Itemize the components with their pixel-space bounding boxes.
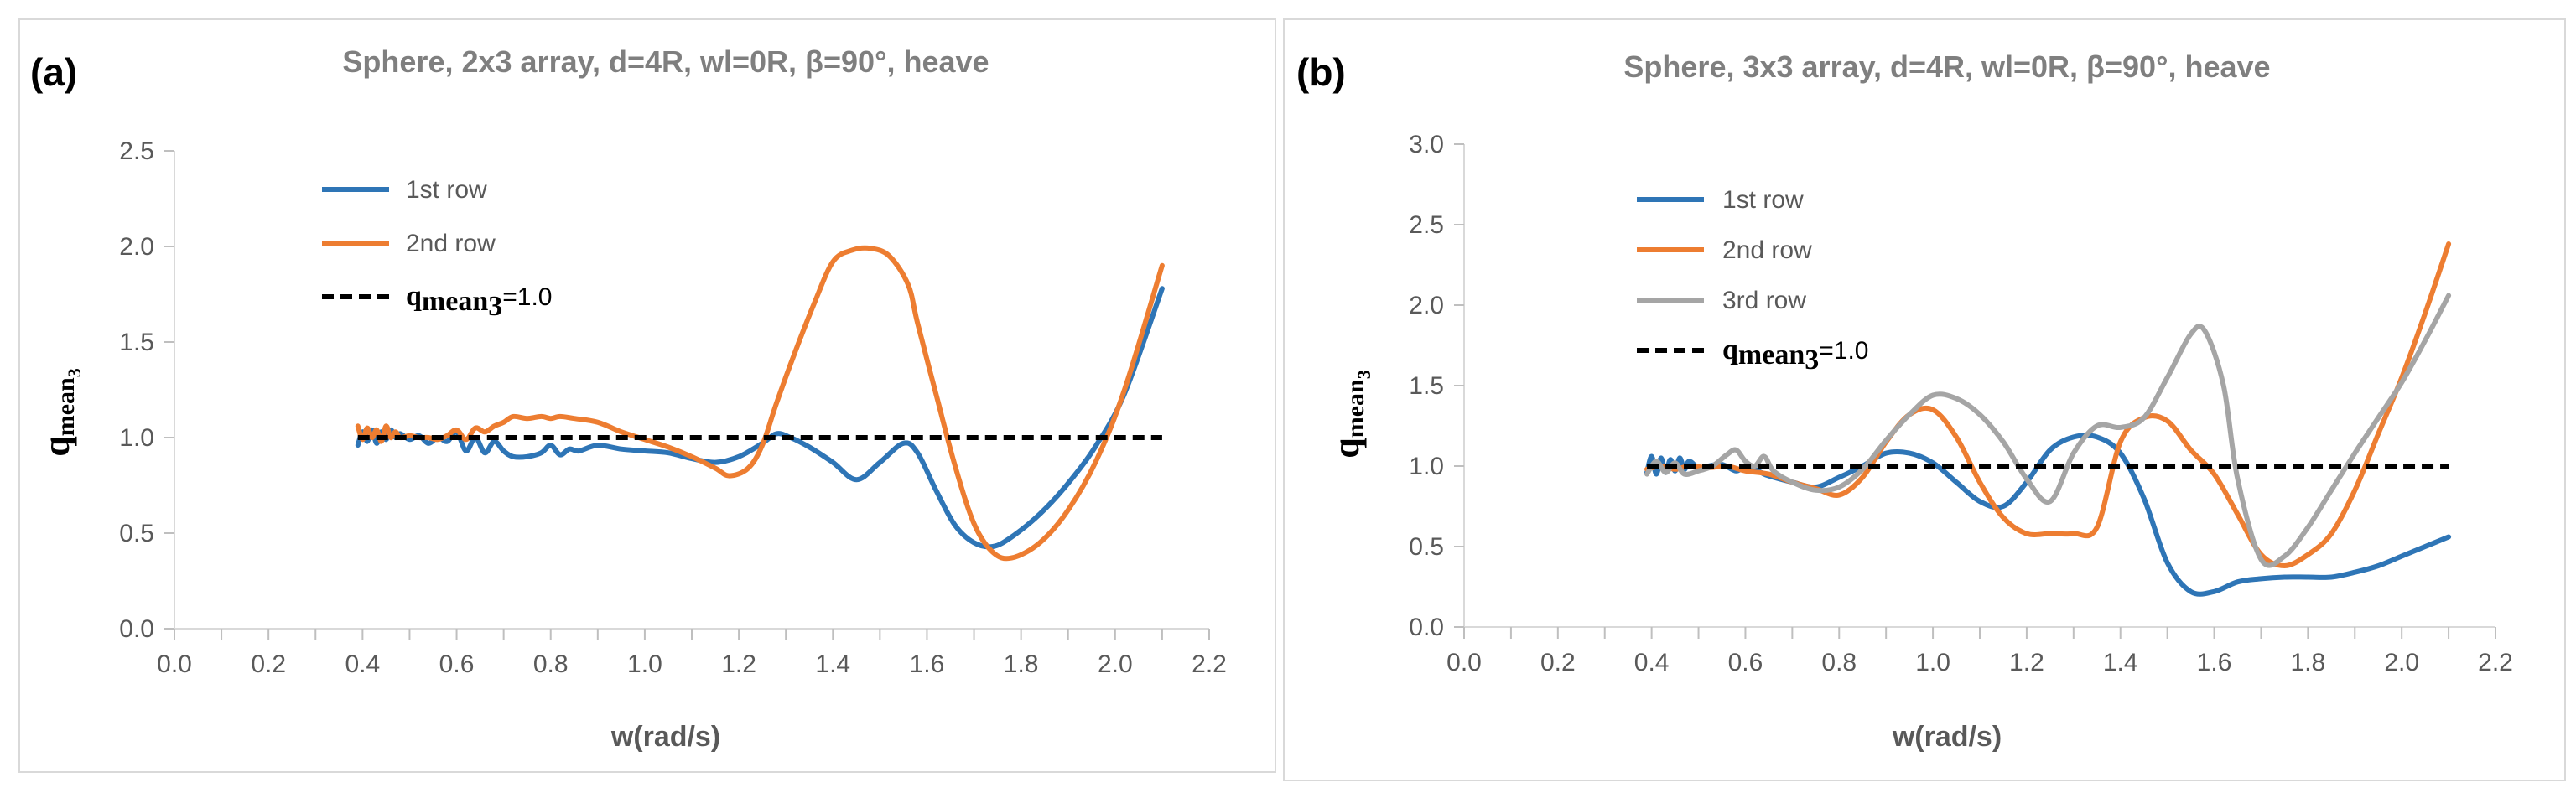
x-tick-label: 0.4	[1634, 649, 1670, 676]
x-axis-label: w(rad/s)	[610, 721, 720, 753]
x-tick-label: 1.4	[815, 650, 850, 678]
chart-b: (b) Sphere, 3x3 array, d=4R, wl=0R, β=90…	[1296, 49, 2513, 753]
legend-label-3rd-row: 3rd row	[1722, 287, 1806, 314]
y-tick-label: 2.5	[1409, 211, 1444, 239]
series-line-1st-row	[355, 286, 1165, 550]
legend-label-2nd-row: 2nd row	[1722, 236, 1812, 264]
x-tick-label: 0.0	[1446, 649, 1482, 676]
x-tick-label: 1.4	[2103, 649, 2138, 676]
x-tick-label: 1.6	[2197, 649, 2232, 676]
legend-label-2nd-row: 2nd row	[406, 230, 496, 257]
x-tick-label: 2.2	[1192, 650, 1227, 678]
x-tick-label: 0.6	[1728, 649, 1763, 676]
y-tick-label: 0.5	[119, 520, 154, 547]
y-axis-label: qmean3	[36, 368, 85, 456]
x-tick-label: 2.0	[1098, 650, 1133, 678]
y-tick-label: 1.5	[1409, 372, 1444, 400]
legend: 1st row 2nd row 3rd row qmean3=1.0	[1637, 186, 1868, 376]
panel-tag: (a)	[30, 50, 77, 94]
y-axis-label-subsub: 3	[64, 368, 85, 377]
y-tick-label: 1.0	[119, 424, 154, 452]
x-tick-label: 1.0	[627, 650, 662, 678]
y-tick-label: 2.0	[119, 233, 154, 261]
x-axis-label: w(rad/s)	[1892, 721, 2002, 753]
chart-title: Sphere, 2x3 array, d=4R, wl=0R, β=90°, h…	[342, 44, 989, 79]
y-tick-label: 0.0	[1409, 614, 1444, 641]
x-tick-label: 0.8	[1821, 649, 1857, 676]
series-line-2nd-row	[1644, 241, 2452, 568]
x-tick-label: 0.6	[439, 650, 475, 678]
legend-label-1st-row: 1st row	[406, 176, 487, 204]
svg-text:qmean3: qmean3	[1326, 370, 1374, 458]
y-tick-label: 2.5	[119, 137, 154, 165]
x-tick-label: 0.2	[251, 650, 286, 678]
y-axis-label-sub: mean	[1342, 379, 1369, 438]
y-tick-label: 3.0	[1409, 131, 1444, 158]
y-tick-label: 0.0	[119, 615, 154, 643]
svg-text:qmean3: qmean3	[36, 368, 85, 456]
y-axis-label-sub: mean	[52, 377, 80, 436]
legend-label-reference: qmean3=1.0	[406, 281, 552, 322]
panel-tag: (b)	[1296, 50, 1346, 94]
panel-b: (b) Sphere, 3x3 array, d=4R, wl=0R, β=90…	[1283, 18, 2566, 781]
plot-area: 0.0 0.5 1.0 1.5 2.0 2.5 0.0 0.2 0.4 0.6 0.8 1.0 1.2 1…	[119, 137, 1227, 678]
y-axis-label-main: q	[36, 436, 77, 457]
y-axis-label-main: q	[1326, 438, 1367, 459]
x-tick-label: 0.8	[533, 650, 569, 678]
y-tick-label: 0.5	[1409, 533, 1444, 561]
x-tick-label: 1.6	[910, 650, 945, 678]
y-axis-label-subsub: 3	[1353, 370, 1374, 379]
chart-a: (a) Sphere, 2x3 array, d=4R, wl=0R, β=90…	[30, 44, 1227, 753]
x-tick-label: 1.2	[721, 650, 756, 678]
chart-title: Sphere, 3x3 array, d=4R, wl=0R, β=90°, h…	[1623, 49, 2270, 84]
x-tick-label: 0.4	[345, 650, 381, 678]
y-tick-label: 1.5	[119, 329, 154, 356]
panel-a: (a) Sphere, 2x3 array, d=4R, wl=0R, β=90…	[18, 18, 1276, 773]
y-tick-label: 1.0	[1409, 453, 1444, 480]
legend-label-1st-row: 1st row	[1722, 186, 1804, 214]
y-axis-label: qmean3	[1326, 370, 1374, 458]
y-tick-label: 2.0	[1409, 292, 1444, 319]
legend-label-reference: qmean3=1.0	[1722, 334, 1868, 376]
series-line-3rd-row	[1644, 293, 2452, 568]
x-tick-label: 2.0	[2384, 649, 2419, 676]
x-tick-label: 1.2	[2009, 649, 2044, 676]
x-tick-label: 2.2	[2478, 649, 2513, 676]
x-tick-label: 1.8	[1004, 650, 1039, 678]
plot-area: 0.0 0.5 1.0 1.5 2.0 2.5 3.0 0.0 0.2 0.4 0.6 0.8 1.0 1…	[1409, 131, 2513, 676]
x-tick-label: 0.2	[1540, 649, 1576, 676]
x-tick-label: 0.0	[157, 650, 192, 678]
x-tick-label: 1.0	[1915, 649, 1950, 676]
legend: 1st row 2nd row qmean3=1.0	[322, 176, 552, 322]
x-tick-label: 1.8	[2291, 649, 2326, 676]
